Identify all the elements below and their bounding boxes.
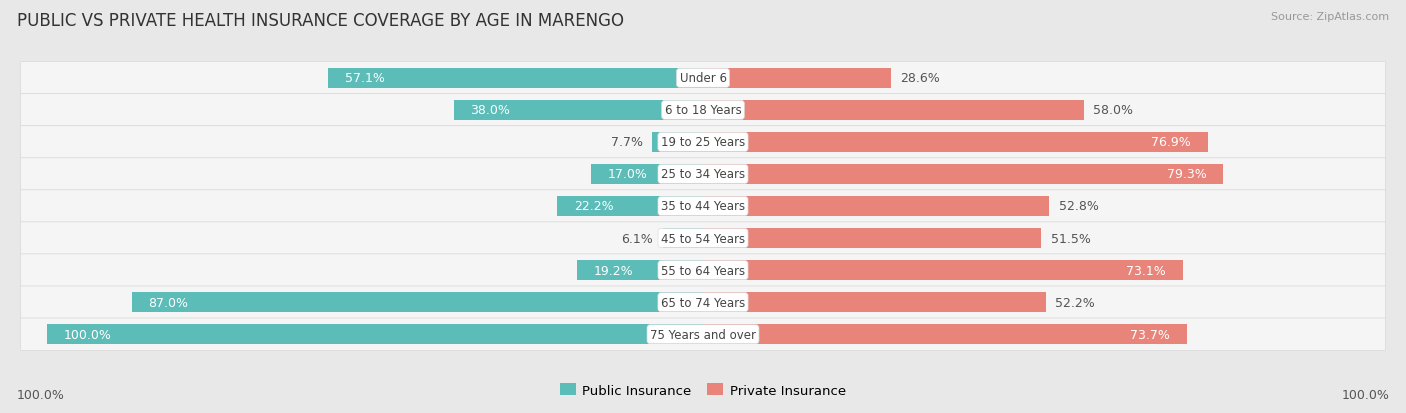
Text: 65 to 74 Years: 65 to 74 Years bbox=[661, 296, 745, 309]
Text: 19 to 25 Years: 19 to 25 Years bbox=[661, 136, 745, 149]
Text: 73.7%: 73.7% bbox=[1130, 328, 1170, 341]
Bar bbox=[454, 101, 703, 121]
Bar bbox=[132, 292, 703, 312]
Bar bbox=[557, 197, 703, 216]
Text: 87.0%: 87.0% bbox=[149, 296, 188, 309]
Bar bbox=[703, 292, 1046, 312]
Text: 57.1%: 57.1% bbox=[344, 72, 385, 85]
Text: 100.0%: 100.0% bbox=[17, 388, 65, 401]
FancyBboxPatch shape bbox=[21, 62, 1385, 95]
Bar bbox=[703, 197, 1049, 216]
FancyBboxPatch shape bbox=[21, 190, 1385, 223]
Text: 22.2%: 22.2% bbox=[574, 200, 613, 213]
Bar bbox=[703, 261, 1182, 280]
Text: 76.9%: 76.9% bbox=[1152, 136, 1191, 149]
Text: 35 to 44 Years: 35 to 44 Years bbox=[661, 200, 745, 213]
Text: 28.6%: 28.6% bbox=[900, 72, 941, 85]
Bar bbox=[703, 101, 1084, 121]
Text: Source: ZipAtlas.com: Source: ZipAtlas.com bbox=[1271, 12, 1389, 22]
Text: 58.0%: 58.0% bbox=[1094, 104, 1133, 117]
Text: 52.2%: 52.2% bbox=[1056, 296, 1095, 309]
Bar bbox=[664, 228, 703, 248]
Text: 25 to 34 Years: 25 to 34 Years bbox=[661, 168, 745, 181]
Bar bbox=[703, 69, 890, 88]
Bar bbox=[576, 261, 703, 280]
Bar bbox=[703, 165, 1223, 185]
Text: 17.0%: 17.0% bbox=[607, 168, 648, 181]
Text: 7.7%: 7.7% bbox=[610, 136, 643, 149]
Bar bbox=[703, 228, 1040, 248]
Bar bbox=[703, 133, 1208, 152]
FancyBboxPatch shape bbox=[21, 318, 1385, 351]
Bar bbox=[703, 325, 1187, 344]
FancyBboxPatch shape bbox=[21, 126, 1385, 159]
Text: 38.0%: 38.0% bbox=[470, 104, 510, 117]
FancyBboxPatch shape bbox=[21, 95, 1385, 127]
FancyBboxPatch shape bbox=[21, 254, 1385, 287]
Text: 45 to 54 Years: 45 to 54 Years bbox=[661, 232, 745, 245]
Text: 55 to 64 Years: 55 to 64 Years bbox=[661, 264, 745, 277]
Bar bbox=[592, 165, 703, 185]
Text: 6 to 18 Years: 6 to 18 Years bbox=[665, 104, 741, 117]
Bar bbox=[329, 69, 703, 88]
FancyBboxPatch shape bbox=[21, 222, 1385, 255]
Text: 100.0%: 100.0% bbox=[63, 328, 111, 341]
Bar bbox=[46, 325, 703, 344]
Text: 75 Years and over: 75 Years and over bbox=[650, 328, 756, 341]
Text: Under 6: Under 6 bbox=[679, 72, 727, 85]
Text: 51.5%: 51.5% bbox=[1050, 232, 1091, 245]
FancyBboxPatch shape bbox=[21, 158, 1385, 191]
Text: 19.2%: 19.2% bbox=[593, 264, 633, 277]
Text: 73.1%: 73.1% bbox=[1126, 264, 1166, 277]
Text: 100.0%: 100.0% bbox=[1341, 388, 1389, 401]
Bar bbox=[652, 133, 703, 152]
Text: 79.3%: 79.3% bbox=[1167, 168, 1206, 181]
FancyBboxPatch shape bbox=[21, 286, 1385, 318]
Text: 52.8%: 52.8% bbox=[1059, 200, 1099, 213]
Text: 6.1%: 6.1% bbox=[621, 232, 654, 245]
Text: PUBLIC VS PRIVATE HEALTH INSURANCE COVERAGE BY AGE IN MARENGO: PUBLIC VS PRIVATE HEALTH INSURANCE COVER… bbox=[17, 12, 624, 30]
Legend: Public Insurance, Private Insurance: Public Insurance, Private Insurance bbox=[555, 378, 851, 402]
